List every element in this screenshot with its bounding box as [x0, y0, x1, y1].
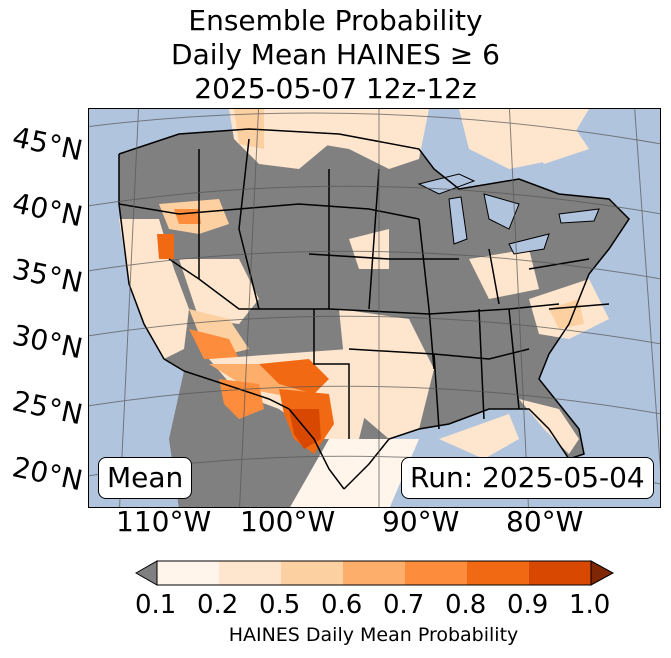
run-label: Run: 2025-05-04 [401, 457, 654, 499]
colorbar-under-arrow [135, 560, 158, 586]
colorbar-segment [405, 561, 467, 585]
colorbar-segment [343, 561, 405, 585]
map-canvas [89, 109, 660, 507]
lat-label-45: 45°N [9, 120, 86, 168]
lon-label-80: 80°W [506, 505, 584, 538]
lat-label-35: 35°N [9, 252, 86, 300]
colorbar-tick-label: 0.1 [135, 590, 177, 620]
map-title-line2: Daily Mean HAINES ≥ 6 [171, 38, 500, 71]
lat-label-40: 40°N [9, 186, 86, 234]
state-borders [118, 128, 630, 490]
lon-label-110: 110°W [116, 505, 212, 538]
colorbar-segment [529, 561, 591, 585]
lon-label-90: 90°W [382, 505, 460, 538]
colorbar-over-arrow [590, 560, 615, 586]
colorbar-tick-label: 0.8 [445, 590, 487, 620]
lat-label-25: 25°N [9, 384, 86, 432]
lat-label-20: 20°N [9, 450, 86, 498]
map-title-line3: 2025-05-07 12z-12z [194, 72, 477, 105]
map-title-line1: Ensemble Probability [188, 4, 483, 37]
lon-label-100: 100°W [240, 505, 336, 538]
colorbar-tick-label: 1.0 [569, 590, 611, 620]
colorbar-segment [467, 561, 529, 585]
colorbar-tick-label: 0.9 [507, 590, 549, 620]
colorbar-segment [281, 561, 343, 585]
colorbar-tick-label: 0.5 [259, 590, 301, 620]
colorbar [135, 560, 615, 586]
colorbar-tick-label: 0.6 [321, 590, 363, 620]
colorbar-tick-label: 0.7 [383, 590, 425, 620]
lat-label-30: 30°N [9, 318, 86, 366]
colorbar-segment [157, 561, 219, 585]
map-panel [88, 108, 661, 508]
stat-label: Mean [98, 457, 193, 499]
colorbar-segment [219, 561, 281, 585]
great-lakes [417, 173, 600, 255]
mexico-land [169, 371, 344, 507]
colorbar-title: HAINES Daily Mean Probability [228, 624, 519, 646]
colorbar-tick-label: 0.2 [197, 590, 239, 620]
